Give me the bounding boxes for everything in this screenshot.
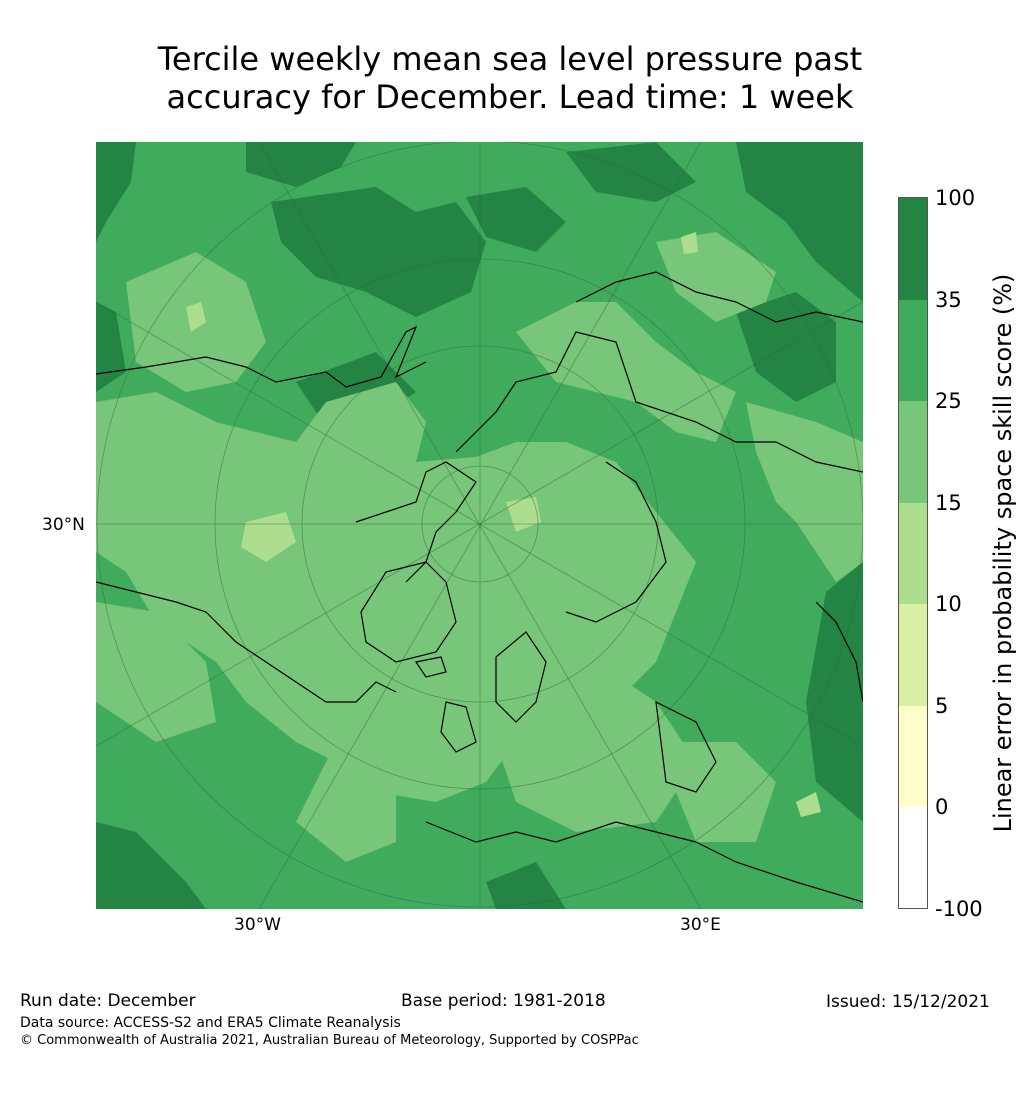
region-west-edge [96, 302, 126, 392]
map-title-line-2: accuracy for December. Lead time: 1 week [166, 78, 854, 116]
caspian-coast [655, 700, 717, 793]
region-hudson-bay [241, 512, 296, 562]
region-atlantic-south [296, 742, 396, 862]
east-siberia-coast [575, 271, 863, 323]
colorbar-tick-0: 0 [935, 795, 949, 819]
north-america-coast [96, 581, 397, 703]
siberian-coast [455, 331, 863, 473]
region-bering-spot [186, 302, 206, 332]
colorbar-tick-5: 5 [935, 694, 949, 718]
scandinavia-coast [495, 631, 547, 723]
colorbar-segment-neg100-0 [899, 807, 927, 908]
colorbar-title: Linear error in probability space skill … [989, 273, 1017, 833]
colorbar-tick-neg100: -100 [935, 897, 983, 921]
region-america-east [96, 602, 216, 742]
region-svalbard [506, 497, 541, 532]
mediterranean-coast [425, 821, 697, 843]
map-title: Tercile weekly mean sea level pressure p… [0, 40, 1020, 116]
base-period: Base period: 1981-2018 [401, 991, 606, 1011]
region-siberia-north [656, 232, 776, 322]
asia-south-coast [695, 841, 863, 903]
region-nw-corner [96, 142, 136, 242]
lat-label-30n: 30°N [42, 515, 85, 535]
region-ne-corner [736, 142, 863, 302]
lon-label-30w: 30°W [234, 915, 281, 935]
colorbar-segment-0-5 [899, 706, 927, 807]
coastlines [96, 271, 863, 903]
score-10-15-regions [186, 232, 821, 817]
region-middle-east [656, 742, 776, 842]
lon-label-30e: 30°E [680, 915, 721, 935]
graticule [96, 142, 863, 909]
colorbar-segment-35-100 [899, 198, 927, 300]
skill-score-map [96, 142, 863, 909]
canadian-arctic [355, 461, 477, 583]
colorbar-tick-10: 10 [935, 592, 962, 616]
region-greenland-sea [296, 622, 476, 762]
region-asia-spot [796, 792, 821, 817]
alaska-coast [96, 325, 427, 388]
region-alaska-pacific [271, 187, 486, 317]
british-isles-coast [440, 701, 477, 753]
region-sw-corner [96, 822, 206, 909]
colorbar-tick-25: 25 [935, 389, 962, 413]
run-date: Run date: December [20, 991, 196, 1011]
region-north-centre [466, 187, 566, 252]
colorbar-segment-15-25 [899, 401, 927, 503]
copyright: © Commonwealth of Australia 2021, Austra… [20, 1033, 639, 1048]
region-north-pacific [246, 142, 356, 187]
polar-map [96, 142, 863, 909]
colorbar-tick-35: 35 [935, 288, 962, 312]
colorbar [898, 197, 928, 909]
colorbar-tick-100: 100 [935, 186, 976, 210]
iceland-coast [415, 656, 447, 678]
region-pacific-east [786, 422, 863, 582]
kara-barents-coast [565, 461, 667, 623]
issued-date: Issued: 15/12/2021 [826, 992, 990, 1012]
greenland-coast [360, 561, 457, 663]
region-europe [496, 662, 696, 832]
colorbar-segment-10-15 [899, 503, 927, 604]
region-south-centre [486, 862, 566, 909]
colorbar-segment-25-35 [899, 300, 927, 401]
map-title-line-1: Tercile weekly mean sea level pressure p… [157, 40, 863, 78]
colorbar-tick-15: 15 [935, 491, 962, 515]
colorbar-segment-5-10 [899, 604, 927, 706]
data-source: Data source: ACCESS-S2 and ERA5 Climate … [20, 1015, 401, 1031]
japan-coast [815, 601, 863, 703]
region-siberia-spot [681, 232, 698, 254]
